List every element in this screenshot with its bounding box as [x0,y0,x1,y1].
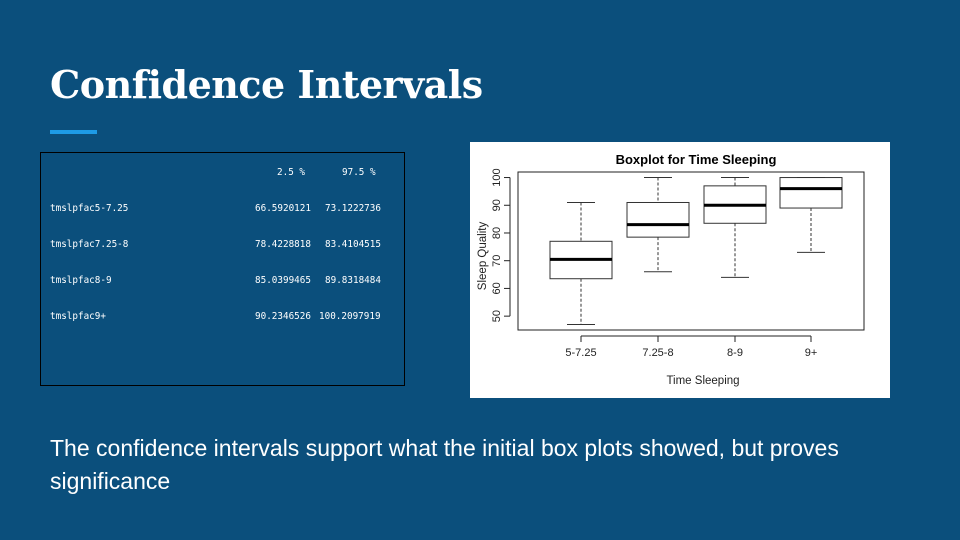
x-tick-label: 5-7.25 [565,347,596,359]
box [626,201,690,238]
confidence-interval-output: 2.5 % 97.5 % tmslpfac5-7.25 66.5920121 7… [40,152,405,386]
plot-frame [517,171,865,331]
row-low: 85.0399465 [255,275,311,286]
y-axis-label: Sleep Quality [477,222,489,291]
y-tick-label: 80 [491,227,503,239]
row-label: tmslpfac5-7.25 [50,203,129,214]
row-low: 78.4228818 [255,239,311,250]
x-tick-label: 7.25-8 [642,347,673,359]
chart-title: Boxplot for Time Sleeping [616,152,777,167]
row-label: tmslpfac7.25-8 [50,239,129,250]
row-low: 66.5920121 [255,203,311,214]
title-underline [50,130,97,134]
y-tick-label: 50 [491,310,503,322]
y-tick-label: 70 [491,255,503,267]
row-low: 90.2346526 [255,311,311,322]
x-axis-label: Time Sleeping [666,375,739,387]
header-lower: 2.5 % [277,167,305,178]
row-high: 89.8318484 [325,275,381,286]
row-label: tmslpfac8-9 [50,275,112,286]
boxplot-svg: Boxplot for Time Sleeping Time Sleeping … [477,152,865,387]
row-high: 100.2097919 [319,311,381,322]
row-high: 83.4104515 [325,239,381,250]
row-label: tmslpfac9+ [50,311,106,322]
y-tick-label: 60 [491,282,503,294]
row-high: 73.1222736 [325,203,381,214]
y-tick-label: 90 [491,199,503,211]
y-tick-label: 100 [491,168,503,186]
boxplot-chart: Boxplot for Time Sleeping Time Sleeping … [470,142,890,398]
box [779,177,843,209]
x-tick-label: 8-9 [727,347,743,359]
header-upper: 97.5 % [342,167,376,178]
x-tick-label: 9+ [805,347,818,359]
slide-title: Confidence Intervals [50,62,483,107]
slide-caption: The confidence intervals support what th… [50,435,839,494]
